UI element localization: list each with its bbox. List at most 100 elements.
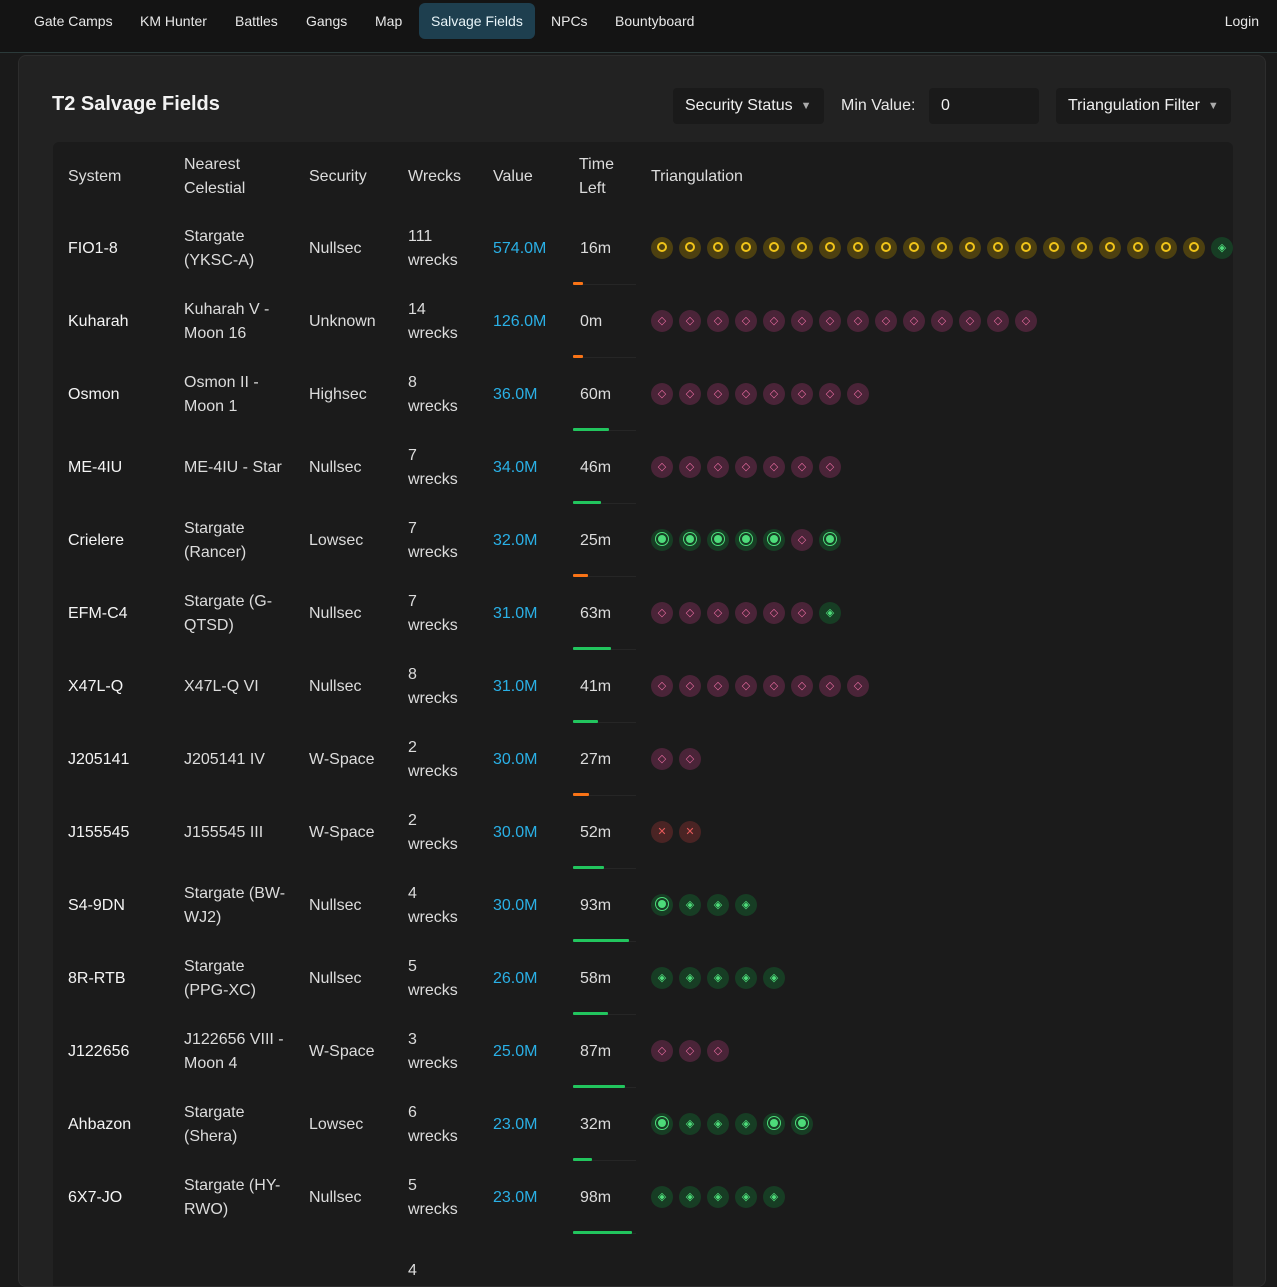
triangulation-filter-dropdown[interactable]: Triangulation Filter ▼ — [1056, 88, 1231, 124]
pink-diamond-icon[interactable]: ◇ — [679, 310, 701, 333]
pink-diamond-icon[interactable]: ◇ — [651, 456, 673, 479]
pink-diamond-icon[interactable]: ◇ — [931, 310, 953, 333]
table-row[interactable]: 8R-RTB Stargate (PPG-XC) Nullsec 5 wrecks 26… — [53, 942, 1233, 1015]
pink-diamond-icon[interactable]: ◇ — [763, 675, 785, 698]
table-row[interactable]: 6X7-JO Stargate (HY-RWO) Nullsec 5 wrecks 23… — [53, 1161, 1233, 1234]
nav-gangs[interactable]: Gangs — [306, 13, 348, 29]
pink-diamond-icon[interactable]: ◇ — [651, 1040, 673, 1063]
pink-diamond-icon[interactable]: ◇ — [679, 383, 701, 406]
pink-diamond-icon[interactable]: ◇ — [679, 456, 701, 479]
gold-ring-icon[interactable] — [1155, 237, 1177, 260]
green-diamond-icon[interactable]: ◈ — [735, 967, 757, 990]
gold-ring-icon[interactable] — [763, 237, 785, 260]
green-diamond-icon[interactable]: ◈ — [707, 1186, 729, 1209]
green-diamond-icon[interactable]: ◈ — [651, 967, 673, 990]
security-status-dropdown[interactable]: Security Status ▼ — [673, 88, 824, 124]
nav-map[interactable]: Map — [375, 13, 403, 29]
green-target-icon[interactable] — [763, 529, 785, 552]
pink-diamond-icon[interactable]: ◇ — [679, 675, 701, 698]
table-row[interactable]: J205141 J205141 IV W-Space 2 wrecks 30.0M 27m… — [53, 723, 1233, 796]
pink-diamond-icon[interactable]: ◇ — [651, 675, 673, 698]
pink-diamond-icon[interactable]: ◇ — [847, 310, 869, 333]
pink-diamond-icon[interactable]: ◇ — [763, 456, 785, 479]
pink-diamond-icon[interactable]: ◇ — [819, 675, 841, 698]
table-row[interactable]: Osmon Osmon II - Moon 1 Highsec 8 wrecks 36.… — [53, 358, 1233, 431]
pink-diamond-icon[interactable]: ◇ — [791, 529, 813, 552]
green-diamond-icon[interactable]: ◈ — [679, 1113, 701, 1136]
green-target-icon[interactable] — [819, 529, 841, 552]
pink-diamond-icon[interactable]: ◇ — [735, 675, 757, 698]
pink-diamond-icon[interactable]: ◇ — [707, 602, 729, 625]
header-wrecks[interactable]: Wrecks — [408, 168, 462, 185]
pink-diamond-icon[interactable]: ◇ — [791, 602, 813, 625]
gold-ring-icon[interactable] — [1099, 237, 1121, 260]
gold-ring-icon[interactable] — [987, 237, 1009, 260]
table-row[interactable]: S4-9DN Stargate (BW-WJ2) Nullsec 4 wrecks 30… — [53, 869, 1233, 942]
green-diamond-icon[interactable]: ◈ — [651, 1186, 673, 1209]
header-time-left[interactable]: Time Left — [579, 156, 614, 197]
green-diamond-icon[interactable]: ◈ — [763, 967, 785, 990]
green-diamond-icon[interactable]: ◈ — [1211, 237, 1233, 260]
gold-ring-icon[interactable] — [819, 237, 841, 260]
pink-diamond-icon[interactable]: ◇ — [1015, 310, 1037, 333]
green-target-icon[interactable] — [707, 529, 729, 552]
gold-ring-icon[interactable] — [735, 237, 757, 260]
table-row[interactable]: Crielere Stargate (Rancer) Lowsec 7 wrecks 3… — [53, 504, 1233, 577]
pink-diamond-icon[interactable]: ◇ — [707, 310, 729, 333]
green-target-icon[interactable] — [735, 529, 757, 552]
gold-ring-icon[interactable] — [1043, 237, 1065, 260]
header-value[interactable]: Value — [493, 168, 533, 185]
gold-ring-icon[interactable] — [1127, 237, 1149, 260]
pink-diamond-icon[interactable]: ◇ — [847, 383, 869, 406]
pink-diamond-icon[interactable]: ◇ — [903, 310, 925, 333]
nav-battles[interactable]: Battles — [235, 13, 278, 29]
green-target-icon[interactable] — [791, 1113, 813, 1136]
gold-ring-icon[interactable] — [651, 237, 673, 260]
red-x-icon[interactable]: ✕ — [651, 821, 673, 844]
pink-diamond-icon[interactable]: ◇ — [959, 310, 981, 333]
pink-diamond-icon[interactable]: ◇ — [651, 310, 673, 333]
pink-diamond-icon[interactable]: ◇ — [651, 748, 673, 771]
nav-gate-camps[interactable]: Gate Camps — [34, 13, 113, 29]
green-diamond-icon[interactable]: ◈ — [679, 1186, 701, 1209]
pink-diamond-icon[interactable]: ◇ — [763, 310, 785, 333]
header-triangulation[interactable]: Triangulation — [651, 168, 743, 185]
green-diamond-icon[interactable]: ◈ — [735, 1113, 757, 1136]
pink-diamond-icon[interactable]: ◇ — [875, 310, 897, 333]
nav-km-hunter[interactable]: KM Hunter — [140, 13, 207, 29]
green-target-icon[interactable] — [651, 894, 673, 917]
green-diamond-icon[interactable]: ◈ — [679, 967, 701, 990]
nav-npcs[interactable]: NPCs — [551, 13, 588, 29]
green-diamond-icon[interactable]: ◈ — [819, 602, 841, 625]
gold-ring-icon[interactable] — [1071, 237, 1093, 260]
green-diamond-icon[interactable]: ◈ — [707, 967, 729, 990]
table-row[interactable]: X47L-Q X47L-Q VI Nullsec 8 wrecks 31.0M 41m ◇ ◇… — [53, 650, 1233, 723]
gold-ring-icon[interactable] — [903, 237, 925, 260]
pink-diamond-icon[interactable]: ◇ — [819, 310, 841, 333]
pink-diamond-icon[interactable]: ◇ — [987, 310, 1009, 333]
table-row[interactable]: J122656 J122656 VIII - Moon 4 W-Space 3 wre… — [53, 1015, 1233, 1088]
table-row[interactable]: FIO1-8 Stargate (YKSC-A) Nullsec 111 wrecks… — [53, 212, 1233, 285]
gold-ring-icon[interactable] — [959, 237, 981, 260]
table-row[interactable]: 4 — [53, 1234, 1233, 1286]
pink-diamond-icon[interactable]: ◇ — [763, 383, 785, 406]
gold-ring-icon[interactable] — [847, 237, 869, 260]
gold-ring-icon[interactable] — [791, 237, 813, 260]
green-diamond-icon[interactable]: ◈ — [735, 894, 757, 917]
pink-diamond-icon[interactable]: ◇ — [707, 1040, 729, 1063]
gold-ring-icon[interactable] — [707, 237, 729, 260]
table-row[interactable]: Ahbazon Stargate (Shera) Lowsec 6 wrecks 23.… — [53, 1088, 1233, 1161]
pink-diamond-icon[interactable]: ◇ — [707, 456, 729, 479]
pink-diamond-icon[interactable]: ◇ — [679, 1040, 701, 1063]
pink-diamond-icon[interactable]: ◇ — [819, 383, 841, 406]
green-diamond-icon[interactable]: ◈ — [735, 1186, 757, 1209]
pink-diamond-icon[interactable]: ◇ — [735, 602, 757, 625]
pink-diamond-icon[interactable]: ◇ — [791, 383, 813, 406]
table-row[interactable]: EFM-C4 Stargate (G-QTSD) Nullsec 7 wrecks 31… — [53, 577, 1233, 650]
pink-diamond-icon[interactable]: ◇ — [679, 748, 701, 771]
green-diamond-icon[interactable]: ◈ — [679, 894, 701, 917]
gold-ring-icon[interactable] — [1183, 237, 1205, 260]
pink-diamond-icon[interactable]: ◇ — [707, 675, 729, 698]
gold-ring-icon[interactable] — [875, 237, 897, 260]
green-diamond-icon[interactable]: ◈ — [707, 1113, 729, 1136]
